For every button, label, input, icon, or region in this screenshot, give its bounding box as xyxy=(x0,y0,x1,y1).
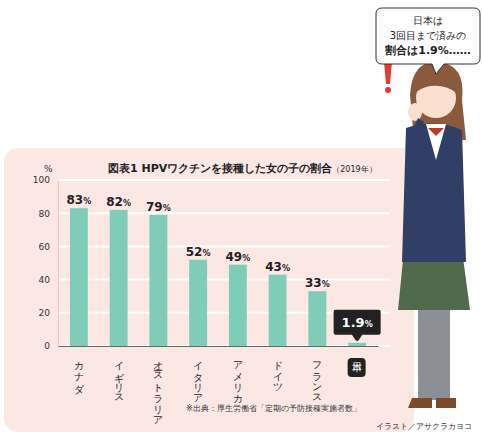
illustration xyxy=(398,62,470,408)
grid-line xyxy=(58,279,390,281)
bar xyxy=(348,343,366,346)
x-tick-label: イタリア xyxy=(193,354,204,402)
x-tick-label: カナダ xyxy=(72,354,84,395)
bar xyxy=(110,210,128,346)
exclamation-dot xyxy=(385,87,391,93)
y-tick-label: 0 xyxy=(44,341,50,351)
x-tick: イギリス xyxy=(113,346,124,401)
x-tick: カナダ xyxy=(72,346,84,395)
grid xyxy=(58,180,390,346)
y-tick-label: 40 xyxy=(39,275,51,285)
panel-background xyxy=(4,148,414,432)
x-tick: 日本 xyxy=(348,346,366,377)
data-label: 83% xyxy=(67,193,92,207)
data-label-callout xyxy=(336,312,379,339)
x-tick: ドイツ xyxy=(272,346,283,391)
bar xyxy=(229,265,247,346)
chart-title: 図表1 HPVワクチンを接種した女の子の割合（2019年） xyxy=(108,162,377,175)
data-label: 82% xyxy=(106,195,131,209)
bar xyxy=(308,291,326,346)
bars xyxy=(70,208,366,346)
data-label: 49% xyxy=(226,250,251,264)
arm xyxy=(408,118,424,150)
x-tick-label: フランス xyxy=(312,354,323,401)
data-label: 1.9% xyxy=(342,315,373,330)
shoes xyxy=(408,398,456,408)
x-tick-label: イギリス xyxy=(113,354,124,401)
x-tick-label: アメリカ xyxy=(232,354,243,403)
x-tick-label: ドイツ xyxy=(272,354,283,391)
x-tick: アメリカ xyxy=(232,346,243,403)
x-tick: フランス xyxy=(312,346,323,401)
bar xyxy=(70,208,88,346)
bar xyxy=(189,260,207,346)
y-tick-label: 80 xyxy=(39,209,51,219)
data-label: 33% xyxy=(305,276,330,290)
speech-bubble xyxy=(376,8,480,74)
x-axis-line xyxy=(59,346,379,347)
bar xyxy=(149,215,167,346)
y-tick-label: 20 xyxy=(39,308,51,318)
grid-line xyxy=(58,345,390,347)
data-label: 43% xyxy=(265,260,290,274)
y-tick: 100 xyxy=(33,175,58,185)
y-tick: 20 xyxy=(39,308,58,318)
hand xyxy=(408,103,422,121)
x-tick-label-box xyxy=(348,358,366,377)
x-tick: オーストラリア xyxy=(153,346,164,424)
y-tick: 60 xyxy=(39,242,58,252)
grid-line xyxy=(58,179,390,181)
blouse xyxy=(426,124,446,160)
y-tick-label: 60 xyxy=(39,242,51,252)
y-tick-label: 100 xyxy=(33,175,50,185)
data-label: 52% xyxy=(186,245,211,259)
y-tick: 0 xyxy=(44,341,58,351)
y-tick: 80 xyxy=(39,209,58,219)
illustration-credit: イラスト／アサクラカヨコ xyxy=(376,422,472,431)
y-axis-label: % xyxy=(44,164,53,174)
y-axis-line xyxy=(58,181,59,347)
bar xyxy=(269,275,287,346)
hair-front xyxy=(414,72,458,94)
x-axis: カナダ イギリス オーストラリア イタリア アメリカ ドイツ フランス 日本 xyxy=(59,346,379,424)
speech-bubble-text: 日本は3回目まで済みの割合は1.9%…… xyxy=(384,15,471,57)
grid-line xyxy=(58,245,390,247)
source-note: ※出典：厚生労働省「定期の予防接種実施者数」 xyxy=(186,404,361,413)
legs xyxy=(418,300,450,400)
grid-line xyxy=(58,212,390,214)
ribbon xyxy=(428,128,444,136)
data-label: 79% xyxy=(146,200,171,214)
x-tick-label: 日本 xyxy=(352,362,362,373)
x-tick-label: オーストラリア xyxy=(153,354,164,424)
y-tick: 40 xyxy=(39,275,58,285)
x-tick: イタリア xyxy=(193,346,204,402)
exclamation xyxy=(384,62,392,84)
data-labels: 83% 82% 79% 52% 49% 43% 33% 1.9% xyxy=(67,193,379,339)
y-axis: 0 20 40 60 80 100 xyxy=(33,175,59,351)
